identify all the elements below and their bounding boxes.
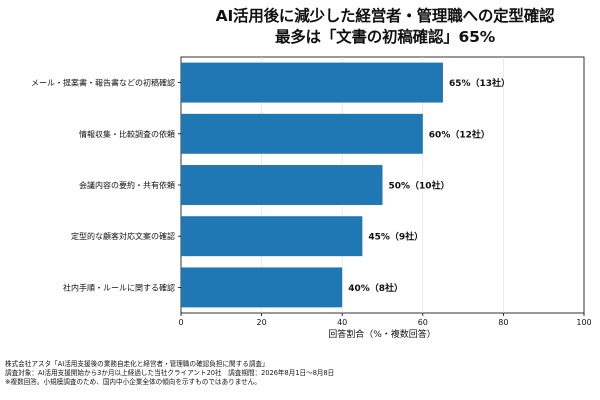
data-labels: 65%（13社） 60%（12社） 50%（10社） 45%（9社） 40%（8社） bbox=[348, 77, 510, 294]
category-label: 社内手順・ルールに関する確認 bbox=[63, 282, 175, 292]
category-label: 定型的な顧客対応文案の確認 bbox=[71, 231, 175, 241]
bar-value-label: 50%（10社） bbox=[389, 180, 450, 192]
bar-value-label: 45%（9社） bbox=[368, 231, 423, 243]
disclaimer-line: ※複数回答。小規模調査のため、国内中小企業全体の傾向を示すものではありません。 bbox=[5, 378, 261, 386]
x-tick-label: 60 bbox=[418, 318, 428, 327]
x-tick-label: 20 bbox=[257, 318, 267, 327]
bar bbox=[181, 165, 383, 205]
x-tick-label: 100 bbox=[576, 318, 591, 327]
category-label: 情報収集・比較調査の依頼 bbox=[79, 129, 175, 139]
x-tick-label: 0 bbox=[178, 318, 183, 327]
category-labels: メール・提案書・報告書などの初稿確認情報収集・比較調査の依頼会議内容の要約・共有… bbox=[31, 78, 175, 293]
category-label: メール・提案書・報告書などの初稿確認 bbox=[31, 78, 175, 88]
chart-title-line-1: AI活用後に減少した経営者・管理職への定型確認 bbox=[215, 7, 555, 25]
chart-title-line-2: 最多は「文書の初稿確認」65% bbox=[274, 28, 496, 46]
bar-value-label: 65%（13社） bbox=[449, 77, 510, 89]
bar bbox=[181, 113, 423, 154]
x-tick-label: 40 bbox=[337, 318, 347, 327]
bar bbox=[181, 267, 343, 308]
bars bbox=[181, 62, 443, 308]
source-note: 株式会社アスタ「AI活用支援後の業務自走化と経営者・管理職の確認負担に関する調査… bbox=[5, 360, 595, 387]
x-tick-label: 80 bbox=[498, 318, 508, 327]
category-label: 会議内容の要約・共有依頼 bbox=[79, 180, 175, 190]
survey-details-line: 調査対象：AI活用支援開始から3か月以上経過した当社クライアント20社 調査期間… bbox=[5, 369, 335, 377]
bar-value-label: 40%（8社） bbox=[348, 282, 403, 294]
bar bbox=[181, 62, 443, 103]
x-axis-title: 回答割合（%・複数回答） bbox=[328, 328, 436, 340]
x-axis-ticks: 0 20 40 60 80 100 bbox=[178, 82, 592, 327]
bar-value-label: 60%（12社） bbox=[429, 128, 490, 140]
chart-title: AI活用後に減少した経営者・管理職への定型確認 最多は「文書の初稿確認」65% bbox=[170, 6, 600, 48]
source-line: 株式会社アスタ「AI活用支援後の業務自走化と経営者・管理職の確認負担に関する調査… bbox=[5, 360, 269, 368]
bar bbox=[181, 216, 363, 257]
